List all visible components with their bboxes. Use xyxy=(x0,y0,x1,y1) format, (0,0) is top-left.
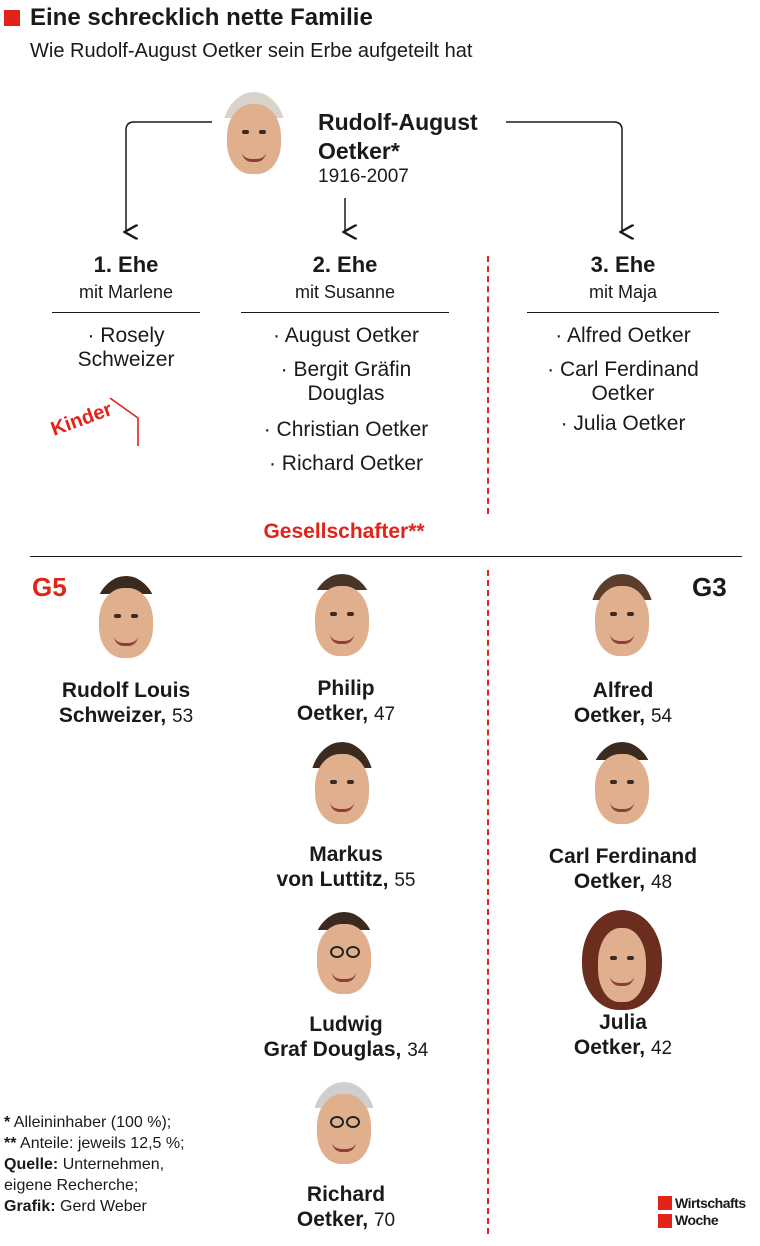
portrait-carl-ferdinand-oetker xyxy=(590,742,654,826)
marriage-1-title: 1. Ehe xyxy=(93,252,159,277)
shareholder-carl-ferdinand-oetker: Carl Ferdinand Oetker, 48 xyxy=(548,845,698,893)
child-rosely-schweizer: · Rosely Schweizer xyxy=(77,324,175,371)
shareholder-richard-oetker: Richard Oetker, 70 xyxy=(296,1183,396,1231)
marriage-1-partner: mit Marlene xyxy=(78,282,174,302)
marriage-2-title: 2. Ehe xyxy=(312,252,378,277)
marriage-2-partner: mit Susanne xyxy=(294,282,396,302)
marriage-1-divider xyxy=(52,312,200,313)
portrait-richard-oetker xyxy=(312,1082,376,1166)
shareholder-julia-oetker: Julia Oetker, 42 xyxy=(573,1011,673,1059)
wirtschaftswoche-logo: Wirtschafts Woche xyxy=(658,1195,758,1232)
page-title: Eine schrecklich nette Familie xyxy=(30,4,373,31)
portrait-alfred-oetker xyxy=(590,574,654,658)
shareholders-divider xyxy=(30,556,742,557)
portrait-ludwig-graf-douglas xyxy=(312,912,376,996)
shareholder-rudolf-louis-schweizer: Rudolf Louis Schweizer, 53 xyxy=(58,679,194,727)
shareholder-ludwig-graf-douglas: Ludwig Graf Douglas, 34 xyxy=(263,1013,429,1061)
group-g5-label: G5 xyxy=(32,572,67,602)
child-alfred-oetker: · Alfred Oetker xyxy=(555,324,691,347)
portrait-julia-oetker xyxy=(582,910,662,1010)
arrow-to-marriage-3 xyxy=(506,121,622,232)
portrait-markus-von-luttitz xyxy=(310,742,374,826)
founder-portrait xyxy=(222,92,286,176)
shareholder-philip-oetker: Philip Oetker, 47 xyxy=(296,677,396,725)
child-richard-oetker: · Richard Oetker xyxy=(268,452,424,475)
tree-connectors xyxy=(0,121,760,260)
child-bergit-douglas: · Bergit Gräfin Douglas xyxy=(280,358,412,405)
portrait-philip-oetker xyxy=(310,574,374,658)
gesellschafter-label: Gesellschafter** xyxy=(263,520,425,543)
founder-years: 1916-2007 xyxy=(318,166,409,187)
portrait-rudolf-louis-schweizer xyxy=(94,576,158,660)
marriage-3-title: 3. Ehe xyxy=(590,252,656,277)
title-marker xyxy=(4,10,20,26)
child-august-oetker: · August Oetker xyxy=(273,324,419,347)
dashed-divider-bottom xyxy=(487,570,489,1234)
kinder-bracket xyxy=(109,397,139,446)
dashed-divider-top xyxy=(487,256,489,514)
marriage-3-divider xyxy=(527,312,719,313)
child-julia-oetker: · Julia Oetker xyxy=(560,412,686,435)
group-g3-label: G3 xyxy=(692,572,727,602)
page-subtitle: Wie Rudolf-August Oetker sein Erbe aufge… xyxy=(30,40,473,62)
child-christian-oetker: · Christian Oetker xyxy=(263,418,429,441)
shareholder-alfred-oetker: Alfred Oetker, 54 xyxy=(573,679,673,727)
child-carl-ferdinand-oetker: · Carl Ferdinand Oetker xyxy=(547,358,699,405)
marriage-3-partner: mit Maja xyxy=(588,282,658,302)
marriage-2-divider xyxy=(241,312,449,313)
founder-name: Rudolf-August Oetker* xyxy=(318,109,478,164)
shareholder-markus-von-luttitz: Markus von Luttitz, 55 xyxy=(276,843,416,891)
arrow-to-marriage-1 xyxy=(126,121,212,232)
footnotes: * Alleininhaber (100 %); ** Anteile: jew… xyxy=(4,1114,185,1215)
